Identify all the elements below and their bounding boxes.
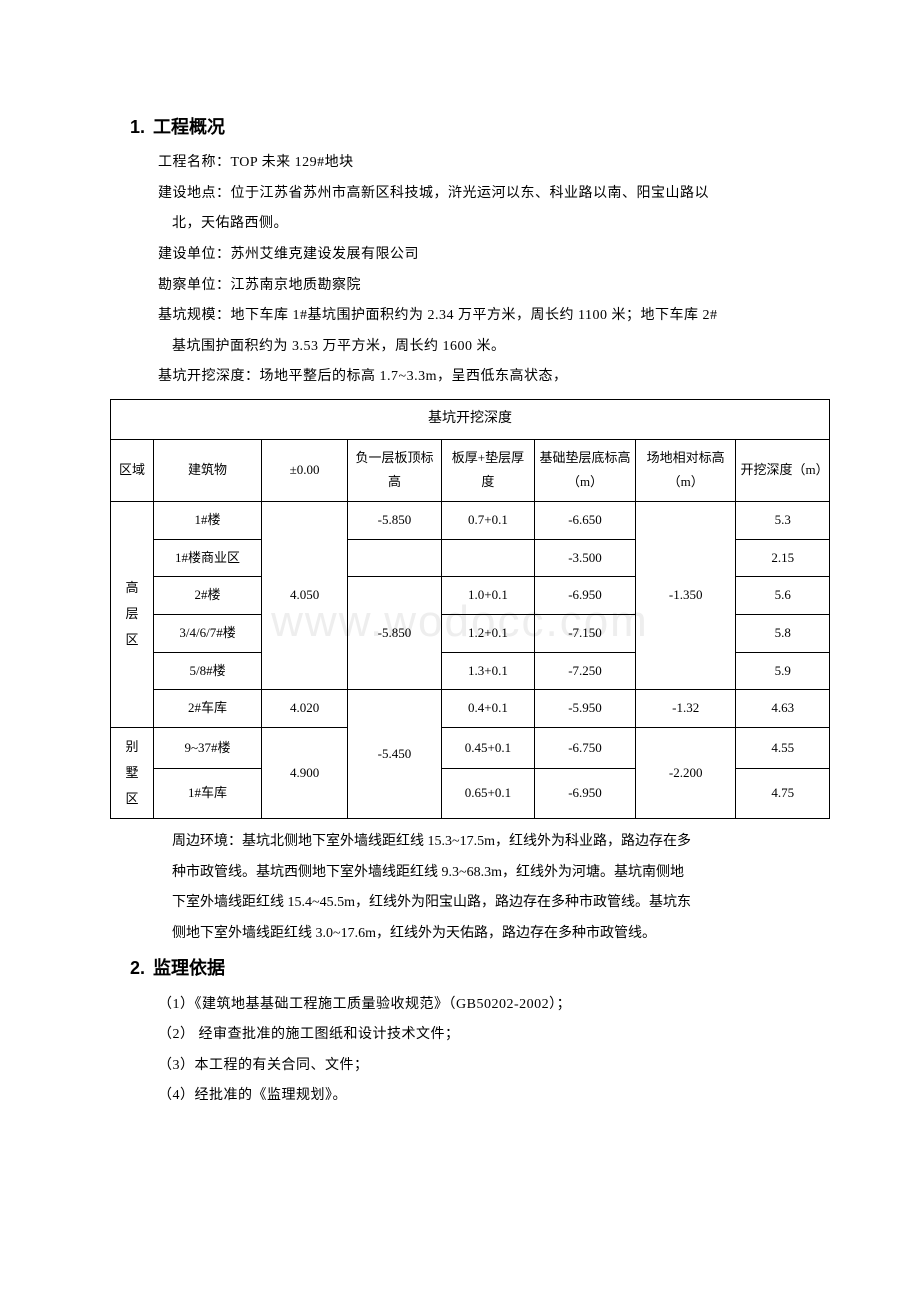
basis-item3: （3）本工程的有关合同、文件； (130, 1053, 810, 1080)
cell-basebottom: -7.250 (535, 652, 636, 690)
col-siteelev: 场地相对标高（m） (635, 439, 736, 501)
cell-thickness: 0.4+0.1 (441, 690, 534, 728)
cell-building: 2#车库 (154, 690, 262, 728)
col-building: 建筑物 (154, 439, 262, 501)
cell-thickness: 1.3+0.1 (441, 652, 534, 690)
cell-siteelev: -1.32 (635, 690, 736, 728)
cell-siteelev: -2.200 (635, 728, 736, 819)
cell-depth: 5.8 (736, 614, 830, 652)
env-line2: 种市政管线。基坑西侧地下室外墙线距红线 9.3~68.3m，红线外为河塘。基坑南… (130, 860, 810, 887)
basis-item4: （4）经批准的《监理规划》。 (130, 1083, 810, 1110)
region-highrise: 高 层 区 (111, 501, 154, 727)
cell-thickness (441, 539, 534, 577)
owner-line: 建设单位：苏州艾维克建设发展有限公司 (130, 242, 810, 269)
cell-building: 5/8#楼 (154, 652, 262, 690)
section1-number: 1. (130, 117, 145, 137)
page-content: 1. 工程概况 工程名称：TOP 未来 129#地块 建设地点：位于江苏省苏州市高… (130, 110, 810, 1110)
col-thickness: 板厚+垫层厚度 (441, 439, 534, 501)
col-basebottom: 基础垫层底标高（m） (535, 439, 636, 501)
cell-building: 2#楼 (154, 577, 262, 615)
cell-thickness: 1.0+0.1 (441, 577, 534, 615)
table-header-row: 区域 建筑物 ±0.00 负一层板顶标高 板厚+垫层厚度 基础垫层底标高（m） … (111, 439, 830, 501)
cell-depth: 4.63 (736, 690, 830, 728)
cell-slabtop: -5.450 (348, 690, 441, 819)
env-line3: 下室外墙线距红线 15.4~45.5m，红线外为阳宝山路，路边存在多种市政管线。… (130, 890, 810, 917)
cell-building: 1#楼 (154, 501, 262, 539)
cell-zero: 4.050 (261, 501, 347, 689)
scale-line2: 基坑围护面积约为 3.53 万平方米，周长约 1600 米。 (130, 334, 810, 361)
col-depth: 开挖深度（m） (736, 439, 830, 501)
excavation-depth-table: 基坑开挖深度 区域 建筑物 ±0.00 负一层板顶标高 板厚+垫层厚度 基础垫层… (110, 399, 830, 819)
cell-slabtop (348, 539, 441, 577)
cell-basebottom: -6.950 (535, 769, 636, 819)
cell-thickness: 1.2+0.1 (441, 614, 534, 652)
depth-intro-line: 基坑开挖深度：场地平整后的标高 1.7~3.3m，呈西低东高状态， (130, 364, 810, 391)
table-title: 基坑开挖深度 (111, 399, 830, 439)
cell-thickness: 0.7+0.1 (441, 501, 534, 539)
cell-depth: 4.55 (736, 728, 830, 769)
location-line2: 北，天佑路西侧。 (130, 211, 810, 238)
cell-depth: 5.3 (736, 501, 830, 539)
cell-zero: 4.900 (261, 728, 347, 819)
cell-thickness: 0.65+0.1 (441, 769, 534, 819)
section2-heading: 2. 监理依据 (130, 951, 810, 985)
cell-depth: 2.15 (736, 539, 830, 577)
cell-basebottom: -6.950 (535, 577, 636, 615)
section2-number: 2. (130, 958, 145, 978)
basis-item1: （1）《建筑地基基础工程施工质量验收规范》（GB50202-2002）； (130, 992, 810, 1019)
cell-basebottom: -7.150 (535, 614, 636, 652)
cell-building: 3/4/6/7#楼 (154, 614, 262, 652)
col-region: 区域 (111, 439, 154, 501)
cell-zero: 4.020 (261, 690, 347, 728)
col-slabtop: 负一层板顶标高 (348, 439, 441, 501)
table-row: 2#车库 4.020 -5.450 0.4+0.1 -5.950 -1.32 4… (111, 690, 830, 728)
cell-thickness: 0.45+0.1 (441, 728, 534, 769)
section1-heading: 1. 工程概况 (130, 110, 810, 144)
section1-title: 工程概况 (153, 117, 225, 137)
cell-basebottom: -3.500 (535, 539, 636, 577)
col-zero: ±0.00 (261, 439, 347, 501)
cell-building: 1#车库 (154, 769, 262, 819)
cell-depth: 4.75 (736, 769, 830, 819)
scale-line1: 基坑规模：地下车库 1#基坑围护面积约为 2.34 万平方米，周长约 1100 … (130, 303, 810, 330)
table-row: 高 层 区 1#楼 4.050 -5.850 0.7+0.1 -6.650 -1… (111, 501, 830, 539)
cell-building: 1#楼商业区 (154, 539, 262, 577)
cell-basebottom: -6.750 (535, 728, 636, 769)
cell-slabtop: -5.850 (348, 577, 441, 690)
cell-basebottom: -5.950 (535, 690, 636, 728)
env-line4: 侧地下室外墙线距红线 3.0~17.6m，红线外为天佑路，路边存在多种市政管线。 (130, 921, 810, 948)
cell-siteelev: -1.350 (635, 501, 736, 689)
cell-depth: 5.6 (736, 577, 830, 615)
section2-title: 监理依据 (153, 958, 225, 978)
project-name-line: 工程名称：TOP 未来 129#地块 (130, 150, 810, 177)
region-villa: 别 墅 区 (111, 728, 154, 819)
basis-item2: （2） 经审查批准的施工图纸和设计技术文件； (130, 1022, 810, 1049)
cell-building: 9~37#楼 (154, 728, 262, 769)
env-line1: 周边环境：基坑北侧地下室外墙线距红线 15.3~17.5m，红线外为科业路，路边… (130, 829, 810, 856)
table-row: 别 墅 区 9~37#楼 4.900 0.45+0.1 -6.750 -2.20… (111, 728, 830, 769)
cell-slabtop: -5.850 (348, 501, 441, 539)
table-title-row: 基坑开挖深度 (111, 399, 830, 439)
cell-basebottom: -6.650 (535, 501, 636, 539)
survey-line: 勘察单位：江苏南京地质勘察院 (130, 273, 810, 300)
cell-depth: 5.9 (736, 652, 830, 690)
location-line: 建设地点：位于江苏省苏州市高新区科技城，浒光运河以东、科业路以南、阳宝山路以 (130, 181, 810, 208)
